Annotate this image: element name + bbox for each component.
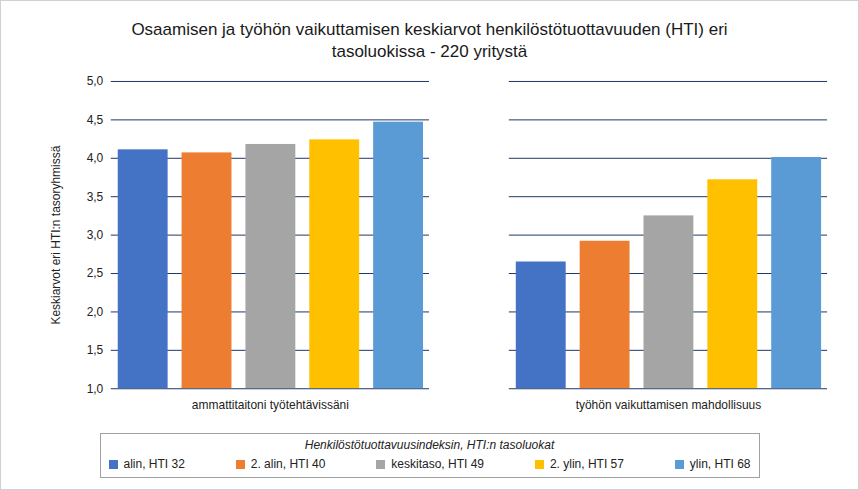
- html-text:2. ylin, HTI 57: 2. ylin, HTI 57: [549, 457, 624, 471]
- svg-text:4,5: 4,5: [87, 113, 104, 127]
- svg-text:työhön vaikuttamisen mahdollis: työhön vaikuttamisen mahdollisuus: [576, 398, 762, 412]
- html-text:Henkilöstötuottavuusindeksin,: Henkilöstötuottavuusindeksin, HTI:n taso…: [304, 438, 555, 452]
- html-text:Osaamisen ja työhön vaikuttami: Osaamisen ja työhön vaikuttamisen keskia…: [131, 20, 728, 61]
- html-text:alin, HTI 32: alin, HTI 32: [123, 457, 185, 471]
- html-text:keskitaso, HTI 49: keskitaso, HTI 49: [391, 457, 484, 471]
- svg-text:1,5: 1,5: [87, 343, 104, 357]
- html-text:ylin, HTI 68: ylin, HTI 68: [689, 457, 751, 471]
- svg-text:Keskiarvot eri HTI:n tasoryhmi: Keskiarvot eri HTI:n tasoryhmissä: [49, 145, 63, 324]
- svg-text:2,5: 2,5: [87, 266, 104, 280]
- html-text:2. alin, HTI 40: 2. alin, HTI 40: [250, 457, 326, 471]
- svg-text:5,0: 5,0: [87, 74, 104, 88]
- svg-text:4,0: 4,0: [87, 151, 104, 165]
- svg-text:3,5: 3,5: [87, 190, 104, 204]
- svg-text:ammattitaitoni työtehtävissäni: ammattitaitoni työtehtävissäni: [192, 398, 349, 412]
- svg-text:2,0: 2,0: [87, 305, 104, 319]
- svg-text:1,0: 1,0: [87, 382, 104, 396]
- svg-text:3,0: 3,0: [87, 228, 104, 242]
